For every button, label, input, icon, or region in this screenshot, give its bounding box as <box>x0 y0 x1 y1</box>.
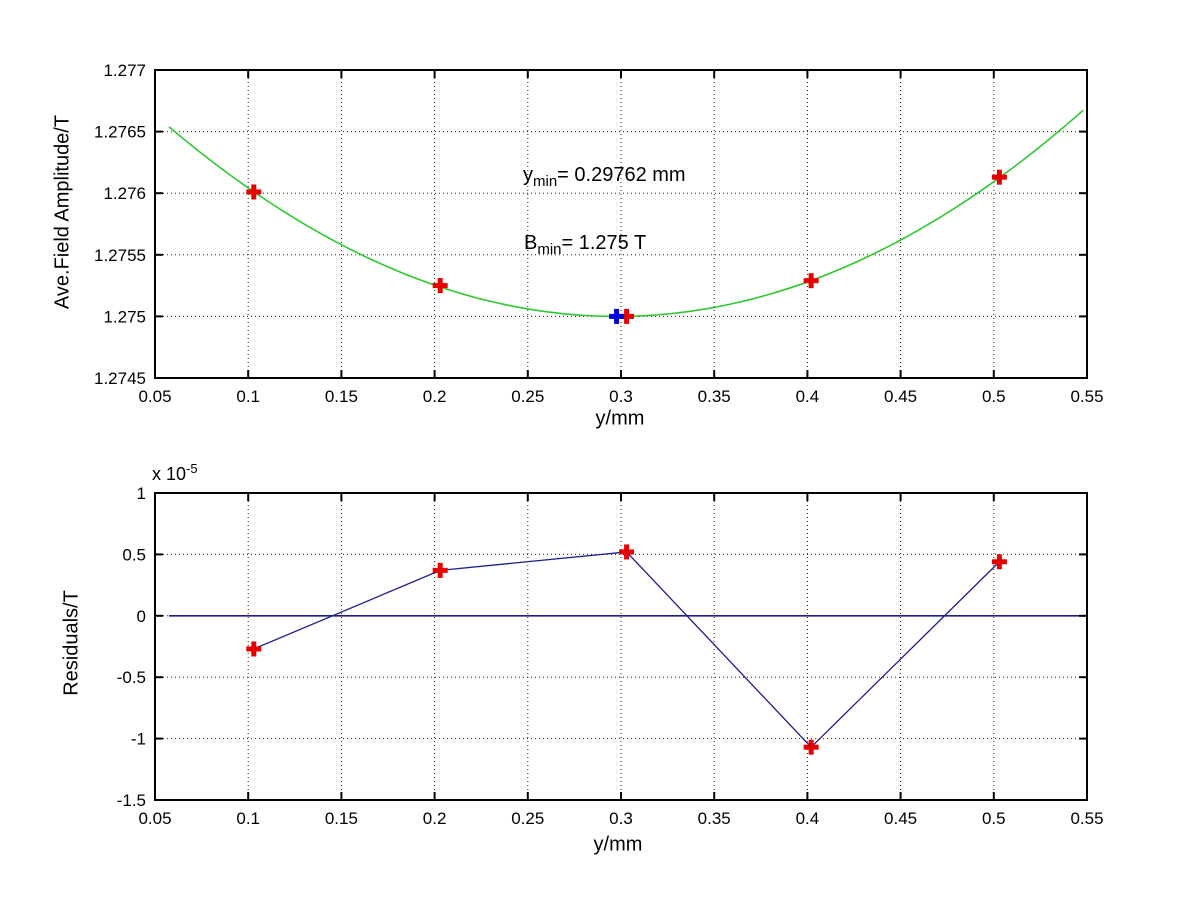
y-tick-label: 0.5 <box>122 545 146 564</box>
x-tick-label: 0.35 <box>698 387 731 406</box>
y-tick-label: 1 <box>137 484 146 503</box>
x-tick-label: 0.4 <box>796 387 820 406</box>
top-x-axis-label: y/mm <box>595 407 645 430</box>
x-tick-label: 0.5 <box>982 809 1006 828</box>
ymin-annotation-value: = 0.29762 mm <box>557 164 686 186</box>
x-tick-label: 0.4 <box>796 809 820 828</box>
bmin-annotation-base: B <box>524 232 538 254</box>
x-tick-label: 0.2 <box>423 387 447 406</box>
bmin-annotation: Bmin= 1.275 T <box>524 232 647 258</box>
x-tick-label: 0.25 <box>511 809 544 828</box>
bottom-x-axis-label: y/mm <box>593 833 643 856</box>
x-tick-label: 0.2 <box>423 809 447 828</box>
x-tick-label: 0.05 <box>138 809 171 828</box>
top-y-axis-label: Ave.Field Amplitude/T <box>51 114 74 310</box>
x-tick-label: 0.1 <box>236 387 260 406</box>
y-axis-exponent-label: x 10-5 <box>152 461 198 486</box>
y-tick-label: -1 <box>131 730 146 749</box>
x-tick-label: 0.35 <box>698 809 731 828</box>
bmin-annotation-value: = 1.275 T <box>561 232 647 254</box>
x-tick-label: 0.05 <box>138 387 171 406</box>
x-tick-label: 0.3 <box>609 387 633 406</box>
ymin-annotation: ymin= 0.29762 mm <box>523 164 686 190</box>
x-tick-label: 0.3 <box>609 809 633 828</box>
y-tick-label: 1.276 <box>103 184 146 203</box>
axes-frame <box>154 69 1088 379</box>
x-tick-label: 0.45 <box>884 809 917 828</box>
x-tick-label: 0.55 <box>1070 809 1103 828</box>
y-tick-label: -0.5 <box>117 668 146 687</box>
y-tick-label: 0 <box>137 607 146 626</box>
x-tick-label: 0.5 <box>982 387 1006 406</box>
y-tick-label: 1.277 <box>103 61 146 80</box>
x-tick-label: 0.25 <box>511 387 544 406</box>
exponent-base: x 10 <box>152 464 187 484</box>
ymin-annotation-sub: min <box>533 173 558 190</box>
bmin-annotation-sub: min <box>537 241 562 258</box>
exponent-power: -5 <box>186 461 198 476</box>
x-tick-label: 0.45 <box>884 387 917 406</box>
y-tick-label: 1.2745 <box>94 369 146 388</box>
bottom-y-axis-label: Residuals/T <box>60 590 83 696</box>
y-tick-label: -1.5 <box>117 791 146 810</box>
y-tick-label: 1.275 <box>103 307 146 326</box>
quadratic-fit-curve <box>168 109 1084 318</box>
x-tick-label: 0.55 <box>1070 387 1103 406</box>
y-tick-label: 1.2765 <box>94 123 146 142</box>
y-tick-label: 1.2755 <box>94 246 146 265</box>
x-tick-label: 0.15 <box>325 809 358 828</box>
x-tick-label: 0.15 <box>325 387 358 406</box>
ymin-annotation-base: y <box>523 164 533 186</box>
x-tick-label: 0.1 <box>236 809 260 828</box>
residuals-line <box>253 551 1000 749</box>
